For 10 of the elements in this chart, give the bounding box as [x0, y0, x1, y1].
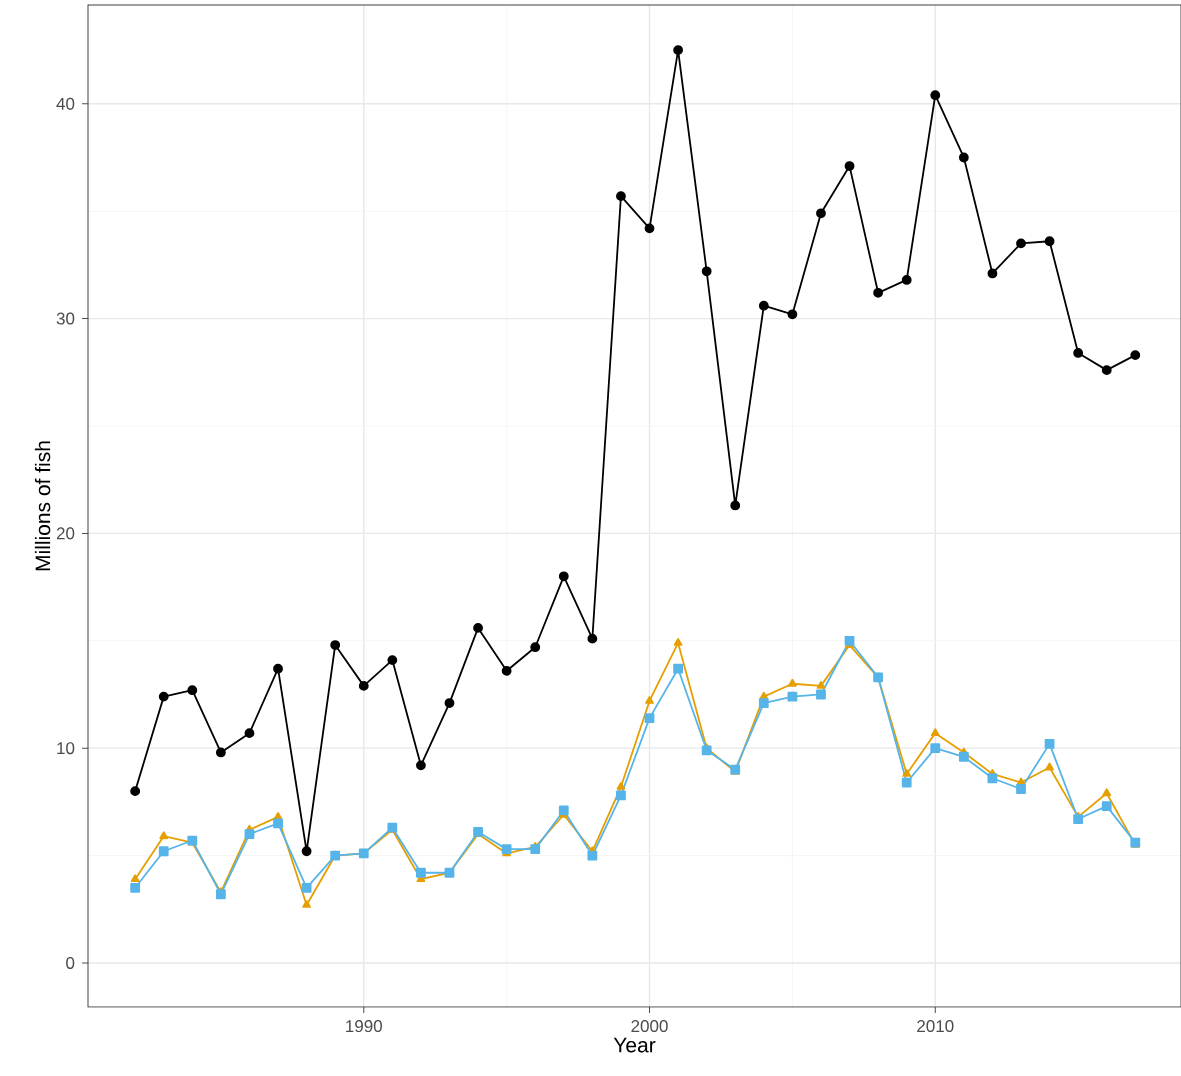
y-tick-label: 40: [56, 97, 75, 110]
y-axis-title: Millions of fish: [34, 441, 51, 571]
y-tick-label: 30: [56, 312, 75, 325]
x-tick-label: 2000: [631, 1020, 668, 1033]
x-axis-title: Year: [613, 1037, 656, 1053]
x-tick-label: 2010: [917, 1020, 954, 1033]
x-tick-label: 1990: [346, 1020, 382, 1033]
y-tick-label: 10: [57, 742, 75, 755]
y-tick-label: 0: [66, 956, 75, 969]
y-tick-label: 20: [56, 527, 75, 540]
